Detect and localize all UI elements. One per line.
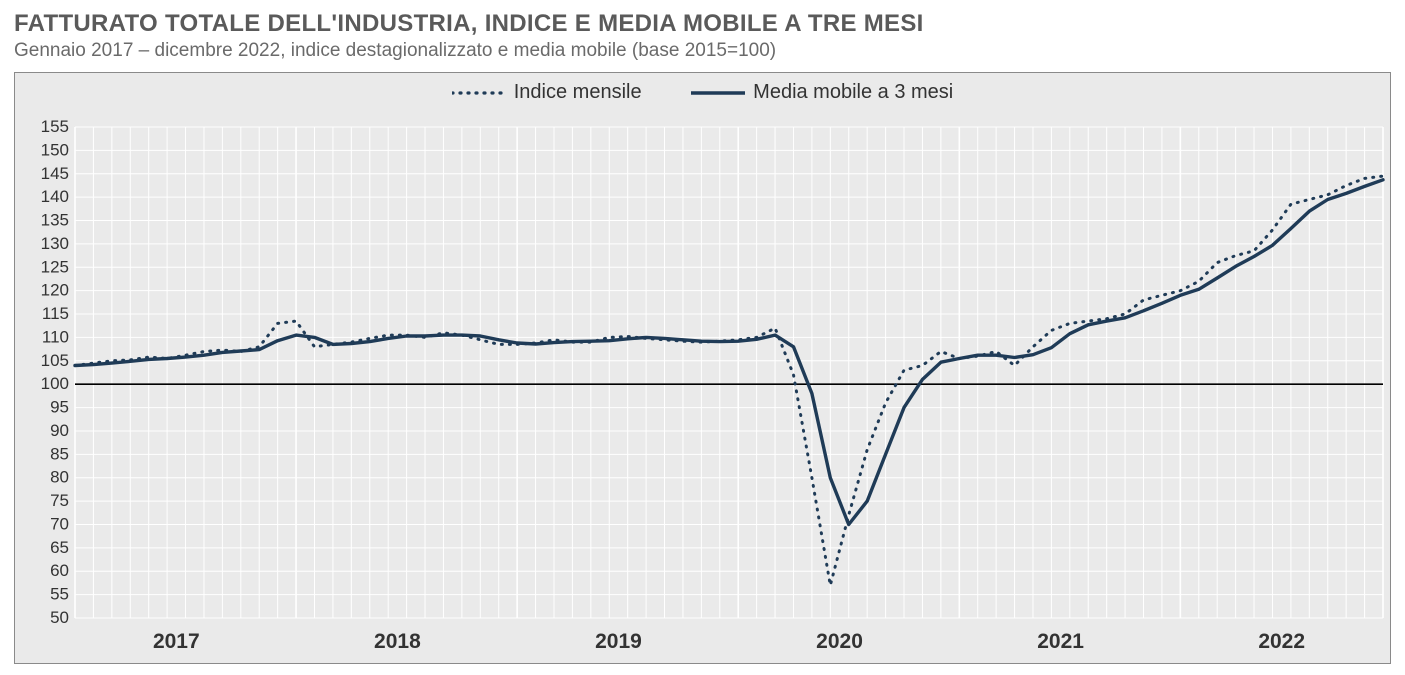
svg-text:115: 115 <box>42 304 69 323</box>
svg-text:105: 105 <box>41 351 69 370</box>
svg-text:85: 85 <box>50 444 69 463</box>
legend-label-indice: Indice mensile <box>514 81 642 104</box>
chart-area: Indice mensile Media mobile a 3 mesi 505… <box>14 72 1391 664</box>
svg-text:150: 150 <box>41 140 69 159</box>
svg-text:2019: 2019 <box>595 630 642 653</box>
svg-text:125: 125 <box>41 257 69 276</box>
svg-text:135: 135 <box>41 211 69 230</box>
svg-text:2018: 2018 <box>374 630 421 653</box>
svg-text:80: 80 <box>50 468 69 487</box>
svg-text:140: 140 <box>41 187 69 206</box>
svg-text:100: 100 <box>41 374 69 393</box>
svg-text:60: 60 <box>50 561 69 580</box>
svg-text:2017: 2017 <box>153 630 200 653</box>
svg-text:155: 155 <box>41 117 69 136</box>
chart-title: FATTURATO TOTALE DELL'INDUSTRIA, INDICE … <box>14 10 1391 38</box>
svg-text:145: 145 <box>41 164 69 183</box>
legend: Indice mensile Media mobile a 3 mesi <box>15 81 1390 109</box>
svg-text:50: 50 <box>50 608 69 627</box>
legend-swatch-solid <box>691 83 745 103</box>
svg-text:70: 70 <box>50 514 69 533</box>
svg-text:110: 110 <box>42 327 69 346</box>
chart-svg: 50 55 60 65 70 75 80 85 90 95 100 105 110 115 120 125 13… <box>15 73 1392 665</box>
svg-text:2022: 2022 <box>1258 630 1305 653</box>
svg-text:2021: 2021 <box>1037 630 1084 653</box>
svg-text:75: 75 <box>50 491 69 510</box>
svg-text:130: 130 <box>41 234 69 253</box>
legend-label-media: Media mobile a 3 mesi <box>753 81 953 104</box>
legend-item-media: Media mobile a 3 mesi <box>691 81 953 104</box>
svg-text:90: 90 <box>50 421 69 440</box>
svg-text:95: 95 <box>50 398 69 417</box>
chart-subtitle: Gennaio 2017 – dicembre 2022, indice des… <box>14 40 1391 62</box>
svg-text:55: 55 <box>50 585 69 604</box>
legend-item-indice: Indice mensile <box>452 81 642 104</box>
legend-swatch-dotted <box>452 83 506 103</box>
svg-text:120: 120 <box>41 281 69 300</box>
svg-text:65: 65 <box>50 538 69 557</box>
svg-text:2020: 2020 <box>816 630 863 653</box>
